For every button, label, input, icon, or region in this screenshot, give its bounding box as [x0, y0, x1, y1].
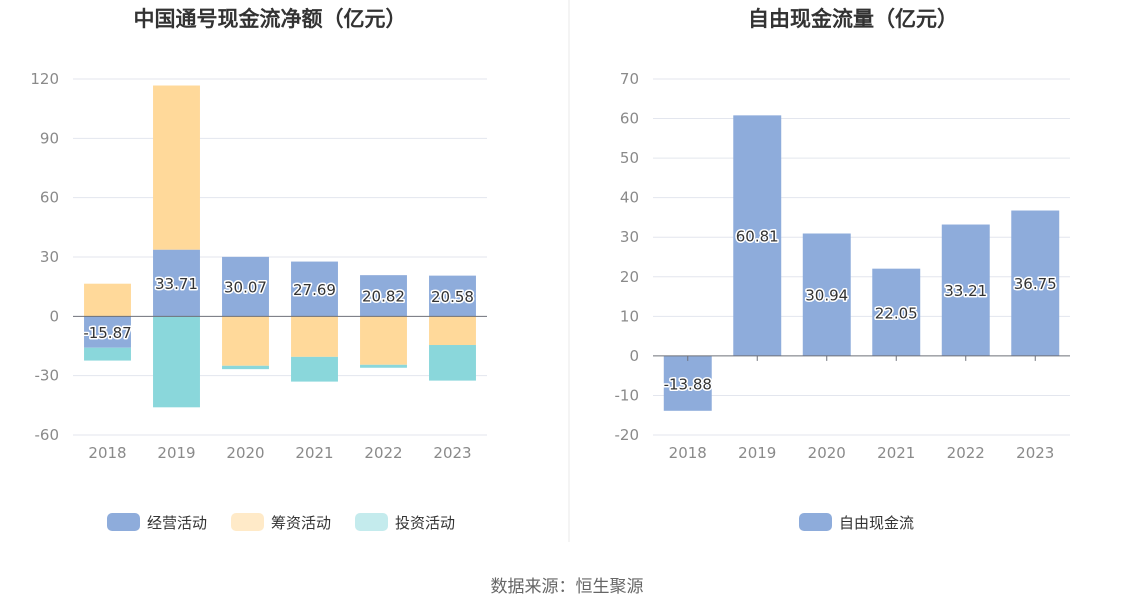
bar-筹资活动-2018 — [84, 283, 131, 317]
bar-投资活动-2018 — [84, 347, 131, 361]
bar-自由现金流-2021 — [872, 268, 921, 356]
y-tick-label: 120 — [30, 70, 59, 88]
legend-swatch[interactable] — [799, 513, 832, 531]
bar-经营活动-2019 — [153, 249, 200, 317]
bar-自由现金流-2018 — [663, 355, 712, 411]
y-tick-label: 60 — [620, 110, 639, 128]
x-tick-label: 2023 — [1016, 444, 1054, 462]
bar-投资活动-2020 — [222, 365, 269, 370]
x-tick-label: 2022 — [364, 444, 402, 462]
data-label: 60.81 — [736, 228, 779, 246]
bar-筹资活动-2019 — [153, 85, 200, 250]
x-tick-label: 2019 — [738, 444, 776, 462]
bar-自由现金流-2022 — [941, 224, 990, 356]
x-tick-label: 2023 — [433, 444, 471, 462]
data-label: -13.88 — [664, 375, 712, 393]
data-label: 33.71 — [155, 275, 198, 293]
legend-label[interactable]: 经营活动 — [147, 514, 207, 532]
y-tick-label: 70 — [620, 70, 639, 88]
bar-筹资活动-2023 — [429, 316, 476, 346]
bar-筹资活动-2022 — [360, 316, 407, 365]
bar-投资活动-2021 — [291, 356, 338, 382]
data-label: 20.58 — [431, 288, 474, 306]
data-label: 27.69 — [293, 281, 336, 299]
y-tick-label: 30 — [620, 228, 639, 246]
data-label: 20.82 — [362, 288, 405, 306]
legend-label[interactable]: 自由现金流 — [839, 514, 914, 532]
y-tick-label: 0 — [49, 307, 59, 325]
data-label: 30.94 — [805, 287, 848, 305]
bar-经营活动-2021 — [291, 261, 338, 317]
y-tick-label: -10 — [615, 386, 640, 404]
chart-title: 中国通号现金流净额（亿元） — [134, 7, 407, 31]
legend-label[interactable]: 投资活动 — [395, 514, 455, 532]
x-tick-label: 2021 — [877, 444, 915, 462]
y-tick-label: 0 — [629, 347, 639, 365]
bar-投资活动-2022 — [360, 364, 407, 368]
data-label: 30.07 — [224, 279, 267, 297]
y-tick-label: 90 — [40, 129, 59, 147]
legend-swatch[interactable] — [355, 513, 388, 531]
x-tick-label: 2018 — [669, 444, 707, 462]
y-tick-label: 30 — [40, 248, 59, 266]
bar-投资活动-2019 — [153, 316, 200, 408]
bar-筹资活动-2021 — [291, 316, 338, 357]
bar-自由现金流-2023 — [1011, 210, 1060, 356]
x-tick-label: 2021 — [295, 444, 333, 462]
y-tick-label: 10 — [620, 307, 639, 325]
data-label: -15.87 — [83, 324, 131, 342]
y-tick-label: 40 — [620, 189, 639, 207]
x-tick-label: 2018 — [88, 444, 126, 462]
y-tick-label: -30 — [35, 367, 60, 385]
y-tick-label: -60 — [35, 426, 60, 444]
y-tick-label: 60 — [40, 189, 59, 207]
bar-投资活动-2023 — [429, 345, 476, 381]
data-label: 36.75 — [1014, 275, 1057, 293]
free-cash-flow-chart: 自由现金流量（亿元） -13.88 60.81 30.94 22.05 33.21 36.… — [615, 7, 1070, 532]
y-tick-label: 50 — [620, 149, 639, 167]
data-source-note: 数据来源：恒生聚源 — [491, 577, 644, 597]
bar-筹资活动-2020 — [222, 316, 269, 366]
legend-swatch[interactable] — [231, 513, 264, 531]
chart-title: 自由现金流量（亿元） — [748, 7, 958, 31]
bar-经营活动-2022 — [360, 275, 407, 317]
legend-swatch[interactable] — [107, 513, 140, 531]
y-tick-label: -20 — [615, 426, 640, 444]
x-tick-label: 2020 — [226, 444, 264, 462]
cash-flow-net-chart: 中国通号现金流净额（亿元） -15.87 33.71 30.07 27.69 20.82… — [30, 7, 487, 532]
x-tick-label: 2019 — [157, 444, 195, 462]
legend-label[interactable]: 筹资活动 — [271, 514, 331, 532]
x-tick-label: 2022 — [947, 444, 985, 462]
data-label: 22.05 — [875, 304, 918, 322]
data-label: 33.21 — [944, 282, 987, 300]
x-tick-label: 2020 — [808, 444, 846, 462]
bar-经营活动-2020 — [222, 256, 269, 317]
bar-经营活动-2023 — [429, 275, 476, 317]
bar-自由现金流-2020 — [802, 233, 851, 356]
bar-经营活动-2018 — [84, 316, 131, 348]
y-tick-label: 20 — [620, 268, 639, 286]
bar-自由现金流-2019 — [733, 115, 782, 356]
